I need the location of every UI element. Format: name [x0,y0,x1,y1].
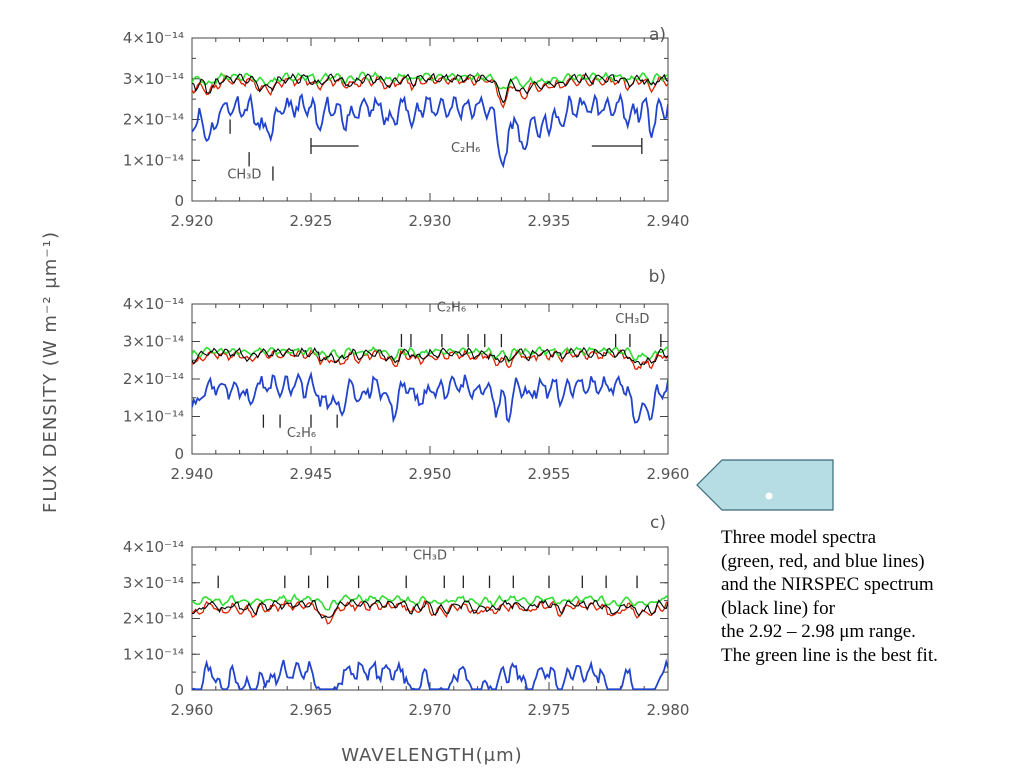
y-tick-label: 1×10⁻¹⁴ [123,408,184,426]
x-tick-label: 2.935 [528,212,571,230]
y-tick-label: 3×10⁻¹⁴ [123,574,184,592]
panel-2: 0 1×10⁻¹⁴ 2×10⁻¹⁴ 3×10⁻¹⁴ 4×10⁻¹⁴ 2.940 2.945 2… [123,267,690,483]
y-tick-label: 0 [174,192,184,210]
y-tick-label: 2×10⁻¹⁴ [123,610,184,628]
y-axis-title: FLUX DENSITY (W m⁻² μm⁻¹) [40,231,61,513]
x-tick-label: 2.970 [409,701,452,719]
series-group [192,593,668,690]
x-tick-label: 2.960 [647,465,690,483]
x-tick-label: 2.950 [409,465,452,483]
plot-frame [191,303,669,455]
y-tick-label: 3×10⁻¹⁴ [123,70,184,88]
series-blue-model [192,91,668,169]
caption-line: and the NIRSPEC spectrum [721,574,934,595]
x-tick-label: 2.920 [171,212,214,230]
panel-3: 0 1×10⁻¹⁴ 2×10⁻¹⁴ 3×10⁻¹⁴ 4×10⁻¹⁴ 2.960 2.965 2… [123,513,690,719]
x-tick-label: 2.940 [171,465,214,483]
panel-label: a) [649,25,666,45]
annotation-label: C₂H₆ [287,426,316,441]
series-green-model [192,345,668,364]
y-tick-label: 1×10⁻¹⁴ [123,151,184,169]
x-tick-label: 2.945 [290,465,333,483]
y-tick-label: 4×10⁻¹⁴ [123,538,184,556]
annotation-label: C₂H₆ [451,141,480,156]
annotation-label: CH₃D [227,168,261,183]
pointer-shape [696,459,834,511]
series-nirspec [192,72,668,104]
series-green-model [192,593,668,611]
panel-1: 0 1×10⁻¹⁴ 2×10⁻¹⁴ 3×10⁻¹⁴ 4×10⁻¹⁴ 2.920 2.925 2… [123,25,690,230]
x-tick-label: 2.975 [528,701,571,719]
panel-label: c) [650,513,666,533]
plot-frame [191,37,669,202]
y-tick-label: 1×10⁻¹⁴ [123,645,184,663]
y-tick-label: 0 [174,445,184,463]
panel-label: b) [649,267,666,287]
x-tick-label: 2.960 [171,701,214,719]
x-tick-label: 2.955 [528,465,571,483]
annotation-label: CH₃D [413,549,447,564]
annotation-label: CH₃D [615,312,649,327]
y-tick-label: 0 [174,681,184,699]
y-tick-label: 2×10⁻¹⁴ [123,370,184,388]
series-blue-model [192,658,668,690]
caption-line: (black line) for [721,597,835,619]
x-tick-label: 2.965 [290,701,333,719]
series-group [192,345,668,424]
x-tick-label: 2.940 [647,212,690,230]
x-tick-label: 2.980 [647,701,690,719]
caption-line: (green, red, and blue lines) [721,550,925,572]
x-tick-label: 2.930 [409,212,452,230]
y-tick-label: 4×10⁻¹⁴ [123,295,184,313]
series-nirspec [192,346,668,366]
series-blue-model [192,370,668,424]
caption-line: Three model spectra [721,527,877,548]
y-tick-label: 2×10⁻¹⁴ [123,111,184,129]
caption-line: the 2.92 – 2.98 μm range. [721,621,916,642]
x-axis-title: WAVELENGTH(μm) [341,745,522,766]
series-group [192,71,668,169]
caption-line: The green line is the best fit. [721,644,938,666]
y-tick-label: 4×10⁻¹⁴ [123,29,184,47]
plot-frame [191,546,669,691]
callout-pointer [696,459,834,511]
pointer-dot [765,492,773,500]
x-tick-label: 2.925 [290,212,333,230]
y-tick-label: 3×10⁻¹⁴ [123,333,184,351]
annotation-label: C₂H₆ [437,301,466,316]
figure-caption: Three model spectra (green, red, and blu… [721,526,1021,667]
series-nirspec [192,599,668,619]
